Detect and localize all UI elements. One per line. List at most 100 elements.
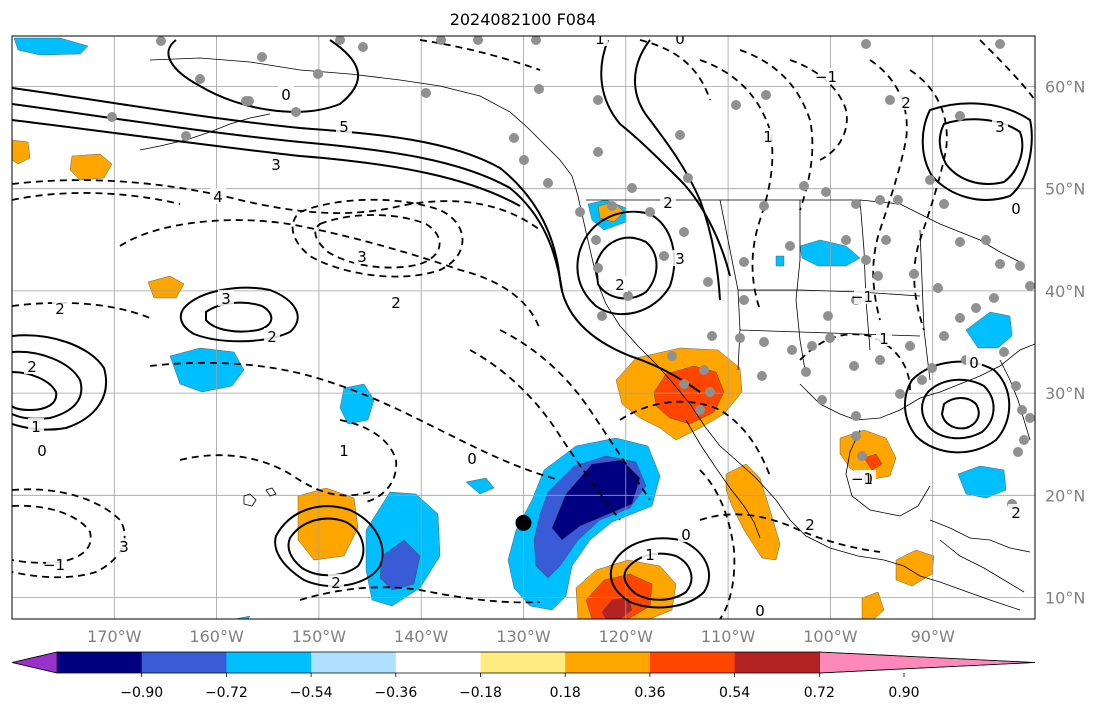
contour-label-halo xyxy=(34,442,50,458)
station-dot xyxy=(981,235,991,245)
contour-label: 2 xyxy=(55,300,65,318)
station-dot xyxy=(509,133,519,143)
contour-solid xyxy=(179,286,299,343)
station-dot xyxy=(593,95,603,105)
contour-label: 5 xyxy=(339,118,349,136)
contour-label-halo xyxy=(854,288,870,304)
contour-solid xyxy=(287,517,365,577)
station-dot xyxy=(1017,405,1027,415)
anomaly-fill-region xyxy=(465,477,495,495)
station-dot xyxy=(933,283,943,293)
station-dot xyxy=(761,90,771,100)
contour-label-halo xyxy=(210,188,226,204)
station-dot xyxy=(731,100,741,110)
station-dot xyxy=(195,74,205,84)
contour-solid xyxy=(274,505,384,588)
colorbar-tick-label: 0.36 xyxy=(634,685,665,701)
contour-solid xyxy=(921,378,995,440)
contour-label-halo xyxy=(354,248,370,264)
contour-solid xyxy=(12,371,58,412)
station-dot xyxy=(823,311,833,321)
contour-label: 3 xyxy=(995,118,1005,136)
coastline-segment xyxy=(738,289,921,297)
contour-label-halo xyxy=(854,470,870,486)
station-dot xyxy=(917,375,927,385)
contour-label-halo xyxy=(802,516,818,532)
station-dot xyxy=(857,451,867,461)
station-dot xyxy=(313,69,323,79)
station-dot xyxy=(623,291,633,301)
latitude-label: 10°N xyxy=(1045,589,1085,608)
station-dot xyxy=(807,341,817,351)
contour-solid xyxy=(634,39,721,301)
station-dot xyxy=(436,36,446,45)
station-dot xyxy=(473,36,483,45)
contour-dashed xyxy=(619,400,771,477)
contour-label-halo xyxy=(612,276,628,292)
contour-solid xyxy=(167,39,360,113)
coastline-segment xyxy=(845,429,931,517)
station-dot xyxy=(989,293,999,303)
contour-label-halo xyxy=(642,546,658,562)
contour-dashed xyxy=(499,329,651,501)
station-dot xyxy=(1019,435,1029,445)
contour-solid xyxy=(594,236,658,300)
colorbar-extend-max xyxy=(818,651,1036,674)
contour-label: 0 xyxy=(681,526,691,544)
coastline-segment xyxy=(243,493,257,507)
storm-center-marker xyxy=(515,514,532,531)
colorbar-swatch xyxy=(141,652,227,673)
latitude-label: 50°N xyxy=(1045,180,1085,199)
coastline-segment xyxy=(999,359,1031,441)
contour-solid xyxy=(12,119,521,207)
contour-dashed xyxy=(149,361,561,481)
colorbar-tick-label: 0.18 xyxy=(550,685,581,701)
coastline-segment xyxy=(939,539,1025,593)
longitude-label: 120°W xyxy=(599,627,654,646)
graticule xyxy=(12,36,1035,619)
contour-label: 2 xyxy=(663,194,673,212)
contour-label-halo xyxy=(966,354,982,370)
contour-label: 2 xyxy=(1011,504,1021,522)
coastline-segment xyxy=(685,419,761,539)
station-dot xyxy=(825,333,835,343)
colorbar-tick-label: 0.72 xyxy=(804,685,835,701)
coastline-segment xyxy=(899,203,1021,263)
contour-dashed xyxy=(179,454,371,497)
station-dot xyxy=(757,371,767,381)
latitude-label: 20°N xyxy=(1045,486,1085,505)
station-dot xyxy=(1025,281,1035,291)
contour-label: 3 xyxy=(357,248,367,266)
station-dot xyxy=(683,173,693,183)
contour-dashed xyxy=(739,49,814,211)
contour-label-halo xyxy=(752,602,768,618)
longitude-label: 170°W xyxy=(87,627,142,646)
station-dot xyxy=(927,363,937,373)
station-dot xyxy=(645,207,655,217)
station-dot xyxy=(995,259,1005,269)
contour-label-halo xyxy=(268,156,284,172)
contour-dashed xyxy=(12,504,92,564)
anomaly-fill-region xyxy=(12,139,31,165)
contour-label-halo xyxy=(672,36,688,46)
station-dot xyxy=(873,271,883,281)
station-dot xyxy=(591,235,601,245)
anomaly-fill-region xyxy=(169,347,245,393)
contour-dashed xyxy=(314,214,441,269)
station-dot xyxy=(799,181,809,191)
coastline-segment xyxy=(586,199,901,205)
contour-label-halo xyxy=(264,328,280,344)
longitude-label: 160°W xyxy=(189,627,244,646)
station-dot xyxy=(787,345,797,355)
contour-label-halo xyxy=(1008,200,1024,216)
contour-dashed xyxy=(339,419,398,503)
contour-label-halo xyxy=(336,442,352,458)
contour-label: 3 xyxy=(119,538,129,556)
contour-label-halo xyxy=(1008,504,1024,520)
contour-solid xyxy=(205,301,273,333)
contour-label-halo xyxy=(464,450,480,466)
station-dot xyxy=(885,95,895,105)
station-dot xyxy=(821,187,831,197)
contour-label: 2 xyxy=(615,276,625,294)
station-dot xyxy=(801,367,811,377)
